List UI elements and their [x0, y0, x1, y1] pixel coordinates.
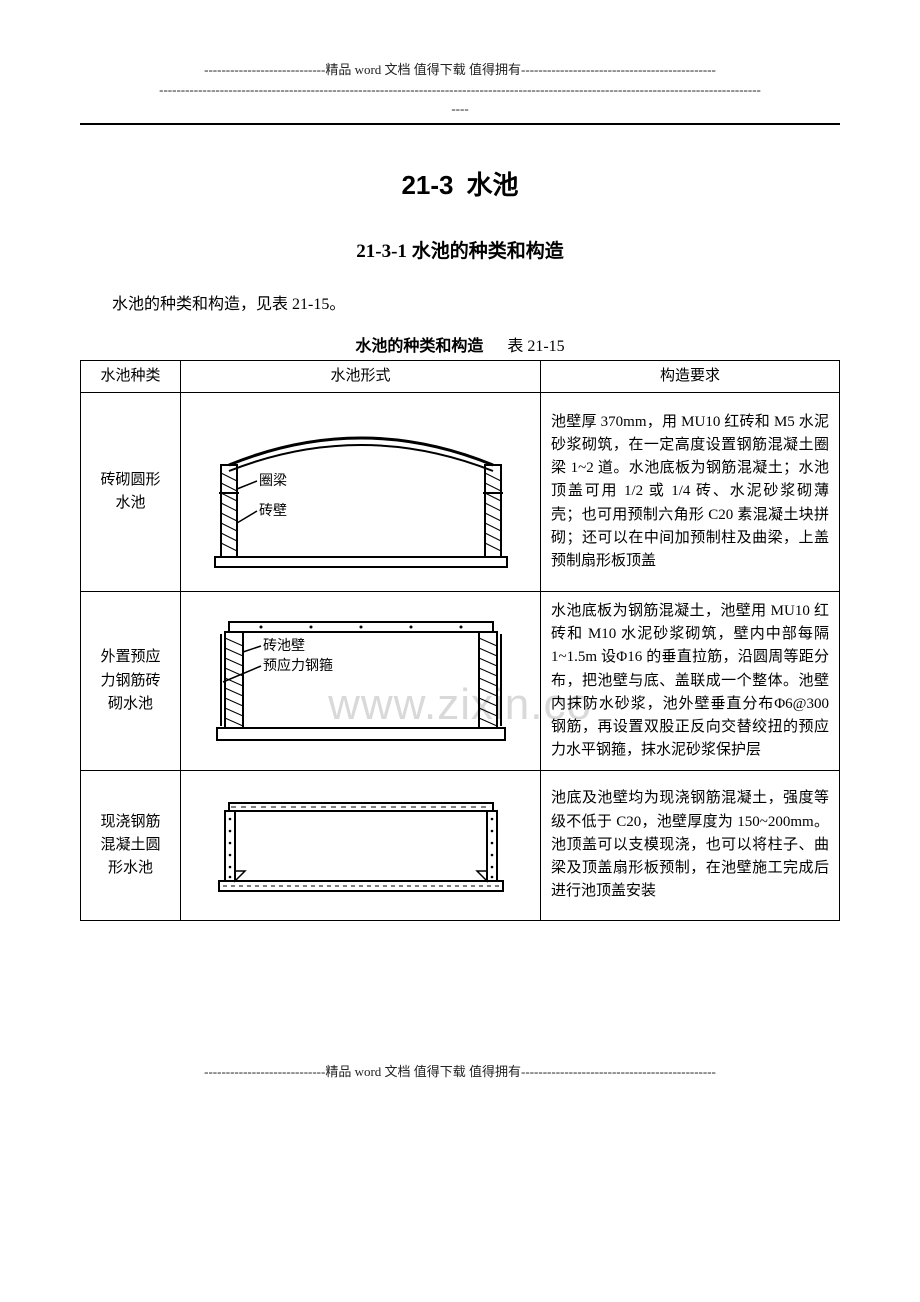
page: ----------------------------精品 word 文档 值…: [80, 60, 840, 1080]
cell-requirement: 池底及池壁均为现浇钢筋混凝土，强度等级不低于 C20，池壁厚度为 150~200…: [541, 771, 840, 920]
subtitle-text: 水池的种类和构造: [412, 241, 564, 262]
caption-bold: 水池的种类和构造: [355, 338, 483, 355]
sub-title: 21-3-1 水池的种类和构造: [80, 236, 840, 263]
title-number: 21-3: [401, 170, 453, 200]
cell-figure: 砖池壁 预应力钢箍: [181, 592, 541, 771]
pool-table: 水池种类 水池形式 构造要求 砖砌圆形 水池: [80, 360, 840, 921]
type-line: 混凝土圆: [87, 834, 174, 857]
cell-figure: [181, 771, 541, 920]
cell-type: 砖砌圆形 水池: [81, 392, 181, 591]
cell-requirement: 水池底板为钢筋混凝土，池壁用 MU10 红砖和 M10 水泥砂浆砌筑，壁内中部每…: [541, 592, 840, 771]
table-row: 现浇钢筋 混凝土圆 形水池: [81, 771, 840, 920]
main-title: 21-3 水池: [80, 165, 840, 202]
cell-type: 现浇钢筋 混凝土圆 形水池: [81, 771, 181, 920]
header-watermark: ----------------------------精品 word 文档 值…: [80, 60, 840, 119]
type-line: 现浇钢筋: [87, 811, 174, 834]
cell-figure: 圈梁 砖壁: [181, 392, 541, 591]
header-line-3: ----: [80, 99, 840, 119]
intro-paragraph: 水池的种类和构造，见表 21-15。: [80, 291, 840, 318]
label-brick-pool-wall: 砖池壁: [263, 638, 305, 654]
cell-type: 外置预应 力钢筋砖 砌水池: [81, 592, 181, 771]
diagram-brick-circular: 圈梁 砖壁: [201, 403, 521, 573]
type-line: 外置预应: [87, 646, 174, 669]
th-requirement: 构造要求: [541, 360, 840, 392]
title-text: 水池: [467, 171, 519, 200]
type-line: 砖砌圆形: [87, 469, 174, 492]
caption-ref: 表 21-15: [507, 338, 564, 355]
th-figure: 水池形式: [181, 360, 541, 392]
type-line: 砌水池: [87, 693, 174, 716]
header-line-2: ----------------------------------------…: [80, 80, 840, 100]
type-line: 形水池: [87, 857, 174, 880]
header-line-1: ----------------------------精品 word 文档 值…: [80, 60, 840, 80]
table-header-row: 水池种类 水池形式 构造要求: [81, 360, 840, 392]
diagram-rc-circular: [201, 781, 521, 901]
header-rule: [80, 123, 840, 125]
table-row: 砖砌圆形 水池: [81, 392, 840, 591]
label-ring-beam: 圈梁: [259, 473, 287, 489]
table-caption: 水池的种类和构造 表 21-15: [80, 332, 840, 356]
cell-requirement: 池壁厚 370mm，用 MU10 红砖和 M5 水泥砂浆砌筑，在一定高度设置钢筋…: [541, 392, 840, 591]
th-type: 水池种类: [81, 360, 181, 392]
type-line: 力钢筋砖: [87, 670, 174, 693]
footer-watermark: ----------------------------精品 word 文档 值…: [80, 1061, 840, 1080]
label-prestress-hoop: 预应力钢箍: [263, 657, 333, 674]
subtitle-number: 21-3-1: [356, 241, 407, 262]
table-row: 外置预应 力钢筋砖 砌水池: [81, 592, 840, 771]
type-line: 水池: [87, 492, 174, 515]
label-brick-wall: 砖壁: [259, 503, 287, 519]
diagram-prestressed-brick: 砖池壁 预应力钢箍: [201, 602, 521, 752]
